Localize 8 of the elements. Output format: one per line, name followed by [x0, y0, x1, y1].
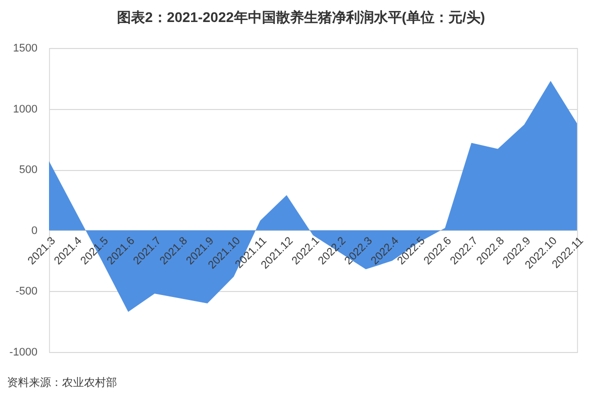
y-tick-label: 1500 [13, 42, 38, 54]
y-tick-label: -1000 [9, 346, 38, 358]
y-tick-label: -500 [15, 286, 38, 298]
y-tick-label: 1000 [13, 103, 38, 116]
text: 资料来源：农业农村部 [7, 376, 117, 389]
chart-title: 图表2：2021-2022年中国散养生猪净利润水平(单位：元/头) [117, 9, 485, 25]
y-tick-label: 500 [19, 164, 38, 176]
y-tick-label: 0 [31, 224, 38, 237]
